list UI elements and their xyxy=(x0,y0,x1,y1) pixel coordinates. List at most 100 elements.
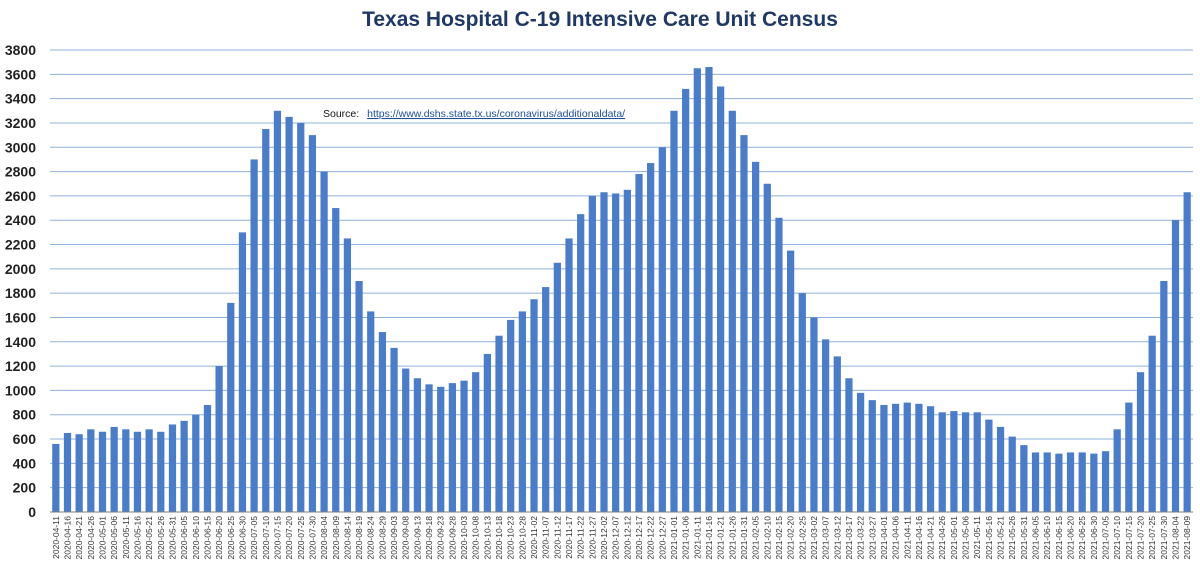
data-bar xyxy=(367,311,375,512)
y-tick-label: 1800 xyxy=(5,285,36,301)
data-bar xyxy=(273,110,282,512)
data-bar xyxy=(425,384,433,512)
x-tick-label: 2020-12-02 xyxy=(599,516,609,560)
data-bar xyxy=(192,414,200,512)
data-bar xyxy=(950,411,958,512)
x-tick-label: 2021-03-22 xyxy=(856,516,866,560)
x-tick-label: 2020-11-27 xyxy=(587,516,597,559)
x-tick-label: 2020-06-20 xyxy=(214,516,224,560)
x-tick-label: 2021-04-11 xyxy=(902,516,912,559)
data-bar xyxy=(693,68,701,512)
x-tick-label: 2021-05-26 xyxy=(1007,516,1017,560)
data-bar xyxy=(565,238,573,512)
data-bar xyxy=(1090,453,1098,512)
x-tick-label: 2020-10-13 xyxy=(482,516,492,560)
data-bar xyxy=(542,287,550,512)
data-bar xyxy=(728,110,736,512)
x-tick-label: 2020-04-11 xyxy=(51,516,61,559)
x-tick-label: 2020-11-07 xyxy=(541,516,551,559)
x-tick-label: 2021-05-11 xyxy=(972,516,982,559)
data-bar xyxy=(203,405,212,512)
y-tick-label: 400 xyxy=(13,455,37,471)
y-tick-label: 600 xyxy=(13,431,37,447)
x-tick-label: 2020-08-19 xyxy=(354,516,364,560)
data-bar xyxy=(110,426,118,512)
x-tick-label: 2021-04-06 xyxy=(891,516,901,560)
x-tick-label: 2021-02-15 xyxy=(774,516,784,560)
x-tick-label: 2020-07-15 xyxy=(272,516,282,560)
data-bar xyxy=(180,420,188,512)
x-tick-label: 2020-10-23 xyxy=(506,516,516,560)
source-link[interactable]: https://www.dshs.state.tx.us/coronavirus… xyxy=(367,108,625,120)
data-bar xyxy=(926,406,935,512)
x-tick-label: 2021-04-26 xyxy=(937,516,947,560)
data-bar xyxy=(740,135,748,512)
x-tick-label: 2020-10-08 xyxy=(471,516,481,560)
data-bar xyxy=(495,335,503,512)
data-bar xyxy=(903,402,911,512)
data-bar xyxy=(133,431,142,512)
y-tick-label: 1400 xyxy=(5,334,36,350)
data-bar xyxy=(798,293,806,512)
x-tick-label: 2021-07-05 xyxy=(1101,516,1111,560)
x-tick-label: 2021-03-02 xyxy=(809,516,819,560)
x-tick-label: 2020-04-21 xyxy=(74,516,84,560)
data-bar xyxy=(845,378,853,512)
data-bar xyxy=(448,383,456,512)
x-tick-label: 2020-07-10 xyxy=(261,516,271,560)
data-bar xyxy=(985,419,993,512)
data-bar xyxy=(915,403,923,512)
data-bar xyxy=(343,238,352,512)
data-bar xyxy=(122,429,130,512)
data-bar xyxy=(787,250,795,512)
y-tick-label: 2200 xyxy=(5,237,36,253)
y-tick-label: 2600 xyxy=(5,188,36,204)
x-tick-label: 2020-08-04 xyxy=(319,516,329,560)
data-bar xyxy=(705,67,713,512)
x-tick-label: 2020-10-28 xyxy=(517,516,527,560)
x-tick-label: 2021-07-20 xyxy=(1136,516,1146,560)
x-tick-label: 2021-05-16 xyxy=(984,516,994,560)
y-tick-label: 0 xyxy=(28,504,36,520)
data-bar xyxy=(402,368,410,512)
data-bar xyxy=(880,405,888,512)
x-tick-label: 2021-07-10 xyxy=(1112,516,1122,560)
x-tick-label: 2021-01-01 xyxy=(669,516,679,560)
y-tick-label: 3200 xyxy=(5,115,36,131)
source-note: Source: https://www.dshs.state.tx.us/cor… xyxy=(323,108,625,120)
x-tick-label: 2020-09-08 xyxy=(401,516,411,560)
x-tick-label: 2021-02-10 xyxy=(762,516,772,560)
x-tick-label: 2020-06-25 xyxy=(226,516,236,560)
data-bar xyxy=(763,183,771,512)
data-bar xyxy=(973,412,981,512)
x-tick-label: 2020-10-03 xyxy=(459,516,469,560)
data-bar xyxy=(647,163,655,512)
x-tick-label: 2021-06-15 xyxy=(1054,516,1064,560)
x-tick-label: 2020-07-05 xyxy=(249,516,259,560)
data-bar xyxy=(1008,436,1016,512)
x-tick-label: 2021-05-01 xyxy=(949,516,959,560)
data-bar xyxy=(378,332,387,512)
x-tick-label: 2021-06-25 xyxy=(1077,516,1087,560)
x-tick-label: 2021-02-25 xyxy=(797,516,807,560)
data-bar xyxy=(472,372,480,512)
data-bar xyxy=(775,217,783,513)
x-tick-label: 2021-05-21 xyxy=(996,516,1006,560)
x-tick-label: 2021-01-11 xyxy=(692,516,702,559)
data-bar xyxy=(145,429,153,512)
y-tick-label: 3800 xyxy=(5,42,36,58)
x-tick-label: 2021-08-09 xyxy=(1182,516,1192,560)
data-bar xyxy=(821,339,830,512)
x-tick-label: 2021-06-20 xyxy=(1066,516,1076,560)
y-tick-label: 1000 xyxy=(5,382,36,398)
data-bar xyxy=(157,431,165,512)
x-tick-label: 2021-01-26 xyxy=(727,516,737,560)
y-tick-label: 3000 xyxy=(5,139,36,155)
data-bar xyxy=(1020,445,1028,512)
data-bar xyxy=(437,386,445,512)
x-tick-label: 2020-12-17 xyxy=(634,516,644,560)
data-bar xyxy=(670,110,678,512)
x-tick-label: 2021-01-06 xyxy=(681,516,691,560)
x-tick-label: 2021-03-07 xyxy=(821,516,831,560)
